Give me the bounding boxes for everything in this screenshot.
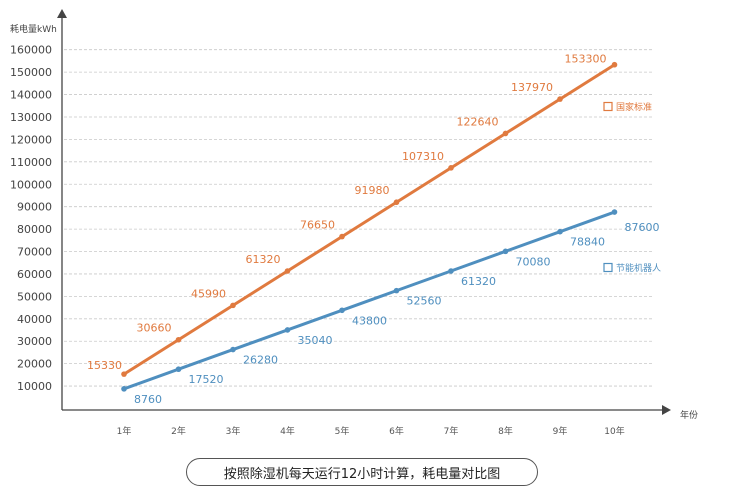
- x-tick-label: 2年: [171, 425, 186, 437]
- y-tick-label: 150000: [10, 66, 52, 79]
- legend-label: 国家标准: [616, 101, 652, 113]
- y-tick-label: 60000: [17, 268, 52, 281]
- series-line: [122, 63, 616, 376]
- y-axis-arrow: [57, 9, 67, 18]
- x-tick-label: 7年: [444, 425, 459, 437]
- data-label: 15330: [87, 359, 122, 372]
- data-label: 70080: [516, 255, 551, 268]
- data-label: 43800: [352, 314, 387, 327]
- data-point: [611, 209, 618, 215]
- y-tick-label: 90000: [17, 201, 52, 214]
- y-tick-label: 10000: [17, 380, 52, 393]
- x-tick-labels: 1年 2年 3年 4年 5年 6年 7年 8年 9年 10年: [117, 425, 625, 437]
- x-axis-label: 年份: [680, 409, 698, 421]
- data-point: [339, 307, 345, 314]
- legend-swatch: [603, 101, 613, 112]
- data-label: 122640: [457, 115, 499, 128]
- data-point: [175, 336, 182, 343]
- data-label: 91980: [355, 184, 390, 197]
- data-label: 8760: [134, 393, 162, 406]
- y-tick-label: 30000: [17, 335, 52, 348]
- data-label: 87600: [625, 221, 660, 234]
- data-label: 78840: [570, 236, 605, 249]
- y-tick-label: 120000: [10, 133, 52, 146]
- data-label: 107310: [402, 150, 444, 163]
- x-tick-label: 1年: [117, 425, 132, 437]
- x-tick-label: 3年: [226, 425, 241, 437]
- y-axis-label: 耗电量kWh: [10, 23, 57, 35]
- data-point: [339, 233, 345, 240]
- data-label: 137970: [511, 81, 553, 94]
- y-tick-label: 40000: [17, 313, 52, 326]
- data-label: 45990: [191, 287, 226, 300]
- data-point: [284, 268, 291, 274]
- data-point: [230, 302, 236, 309]
- data-label: 61320: [246, 253, 281, 266]
- data-point: [393, 287, 400, 294]
- data-point: [393, 199, 400, 206]
- x-tick-label: 9年: [553, 425, 568, 437]
- data-label: 35040: [298, 334, 333, 347]
- data-point: [230, 346, 236, 353]
- x-tick-label: 6年: [389, 425, 404, 437]
- y-tick-label: 160000: [10, 44, 52, 57]
- data-point: [284, 327, 291, 333]
- data-point: [557, 96, 563, 102]
- x-axis-arrow: [662, 405, 671, 415]
- data-point: [121, 386, 127, 392]
- data-point: [448, 268, 454, 274]
- chart-title: 按照除湿机每天运行12小时计算，耗电量对比图: [186, 458, 538, 486]
- data-point: [502, 248, 509, 255]
- data-point: [557, 228, 563, 235]
- data-label: 17520: [189, 373, 224, 386]
- y-tick-label: 80000: [17, 223, 52, 236]
- data-point: [175, 366, 182, 373]
- data-label: 52560: [407, 295, 442, 308]
- legend-label: 节能机器人: [616, 262, 661, 274]
- data-point: [611, 61, 618, 68]
- data-point: [448, 165, 454, 171]
- y-tick-label: 100000: [10, 178, 52, 191]
- series-line: [122, 210, 616, 391]
- gridlines: [64, 49, 652, 387]
- consumption-chart: 10000 20000 30000 40000 50000 60000 70000 80000…: [10, 9, 698, 437]
- data-label: 26280: [243, 354, 278, 367]
- data-point: [502, 130, 509, 137]
- data-point: [121, 371, 127, 377]
- y-tick-label: 140000: [10, 89, 52, 102]
- data-label: 76650: [300, 219, 335, 232]
- series-energy-saving-robot: 8760 17520 26280 35040 43800 52560 61320 70080 7…: [121, 209, 660, 406]
- legend-swatch: [603, 262, 613, 273]
- x-tick-label: 8年: [498, 425, 513, 437]
- data-label: 30660: [137, 322, 172, 335]
- series-national-standard: 15330 30660 45990 61320 76650 91980 107310 1226…: [87, 53, 618, 377]
- x-tick-label: 10年: [604, 425, 624, 437]
- y-tick-label: 110000: [10, 156, 52, 169]
- data-label: 153300: [565, 53, 607, 66]
- y-tick-labels: 10000 20000 30000 40000 50000 60000 70000 80000…: [10, 44, 52, 393]
- y-tick-label: 50000: [17, 290, 52, 303]
- y-tick-label: 70000: [17, 246, 52, 259]
- x-tick-label: 5年: [335, 425, 350, 437]
- x-tick-label: 4年: [280, 425, 295, 437]
- y-tick-label: 130000: [10, 111, 52, 124]
- y-tick-label: 20000: [17, 358, 52, 371]
- series-layer: 15330 30660 45990 61320 76650 91980 107310 1226…: [87, 53, 660, 406]
- data-label: 61320: [461, 275, 496, 288]
